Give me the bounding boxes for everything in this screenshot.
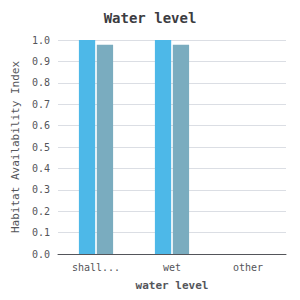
svg-text:shall...: shall... (72, 262, 120, 273)
svg-text:0.1: 0.1 (32, 227, 50, 238)
svg-text:other: other (233, 262, 263, 273)
svg-text:water level: water level (136, 279, 209, 292)
svg-text:0.4: 0.4 (32, 163, 50, 174)
svg-text:1.0: 1.0 (32, 35, 50, 46)
svg-text:0.6: 0.6 (32, 120, 50, 131)
svg-text:wet: wet (163, 262, 181, 273)
svg-text:0.2: 0.2 (32, 206, 50, 217)
svg-text:Habitat Availability Index: Habitat Availability Index (9, 61, 22, 234)
svg-text:0.9: 0.9 (32, 56, 50, 67)
svg-text:0.8: 0.8 (32, 77, 50, 88)
svg-text:0.5: 0.5 (32, 142, 50, 153)
svg-text:0.3: 0.3 (32, 184, 50, 195)
svg-text:0.0: 0.0 (32, 249, 50, 260)
svg-text:Water level: Water level (104, 10, 197, 26)
svg-text:0.7: 0.7 (32, 99, 50, 110)
